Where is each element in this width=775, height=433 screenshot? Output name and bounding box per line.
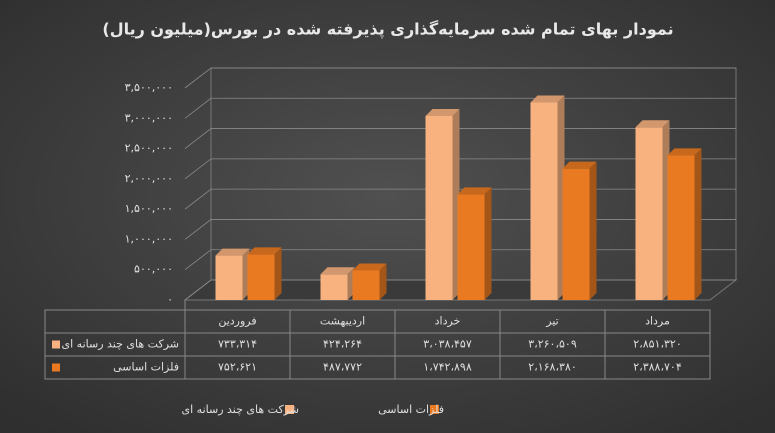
table-series-name: شرکت های چند رسانه ای — [62, 338, 179, 351]
bar — [530, 102, 558, 300]
bar — [457, 194, 485, 300]
x-tick-label: تیر — [545, 315, 558, 328]
bar-side — [274, 247, 282, 300]
y-tick-label: ۱,۵۰۰,۰۰۰ — [125, 202, 173, 215]
bar-side — [589, 161, 597, 300]
chart-title: نمودار بهای تمام شده سرمایه‌گذاری پذیرفت… — [102, 20, 673, 40]
bar — [352, 270, 380, 300]
legend-key — [285, 405, 294, 414]
y-tick-label: ۵۰۰,۰۰۰ — [134, 263, 173, 276]
bar-top — [667, 148, 702, 156]
y-tick-label: ۳,۵۰۰,۰۰۰ — [125, 81, 173, 94]
table-value: ۱،۷۴۲،۸۹۸ — [423, 361, 472, 374]
bar — [247, 254, 275, 300]
table-value: ۳،۰۳۸،۴۵۷ — [423, 338, 472, 351]
bar-top — [457, 187, 492, 195]
table-value: ۴۸۷،۷۷۲ — [323, 361, 362, 374]
y-tick-label: ۰ — [167, 293, 173, 306]
y-tick-label: ۲,۵۰۰,۰۰۰ — [125, 142, 173, 155]
bar-top — [425, 108, 460, 116]
bar-top — [562, 161, 597, 169]
y-tick-label: ۱,۰۰۰,۰۰۰ — [125, 232, 173, 245]
y-tick-label: ۲,۰۰۰,۰۰۰ — [125, 172, 173, 185]
x-tick-label: مرداد — [645, 315, 670, 328]
x-tick-label: اردیبهشت — [320, 315, 365, 328]
bar — [215, 255, 243, 300]
table-legend-key — [52, 340, 60, 349]
bar-top — [635, 120, 670, 128]
table-value: ۷۵۲،۶۲۱ — [218, 361, 257, 374]
x-tick-label: فروردین — [218, 315, 256, 328]
table-value: ۳،۲۶۰،۵۰۹ — [528, 338, 577, 351]
bar — [320, 274, 348, 300]
bar-top — [352, 263, 387, 271]
table-value: ۲،۱۶۸،۳۸۰ — [528, 361, 576, 374]
legend-label: فلزات اساسی — [378, 403, 444, 416]
y-tick-label: ۳,۰۰۰,۰۰۰ — [125, 111, 173, 124]
table-value: ۲،۳۸۸،۷۰۴ — [633, 361, 682, 374]
bar-side — [379, 263, 387, 300]
bar-top — [320, 267, 355, 275]
legend-label: شرکت های چند رسانه ای — [182, 403, 299, 416]
table-value: ۴۲۴،۲۶۴ — [323, 338, 362, 351]
table-series-name: فلزات اساسی — [113, 361, 179, 374]
table-value: ۲،۸۵۱،۳۲۰ — [633, 338, 681, 351]
bar-top — [247, 247, 282, 255]
table-value: ۷۳۳،۳۱۴ — [218, 338, 257, 351]
bar — [667, 155, 695, 300]
bar-side — [694, 148, 702, 300]
x-tick-label: خرداد — [435, 315, 461, 328]
table-legend-key — [52, 363, 60, 372]
bar — [635, 127, 663, 300]
grid-line — [184, 67, 736, 89]
bar-top — [215, 248, 250, 256]
bar-top — [530, 95, 565, 103]
bar-side — [484, 187, 492, 300]
bar — [425, 115, 453, 300]
legend-key — [430, 405, 439, 414]
bar — [562, 168, 590, 300]
